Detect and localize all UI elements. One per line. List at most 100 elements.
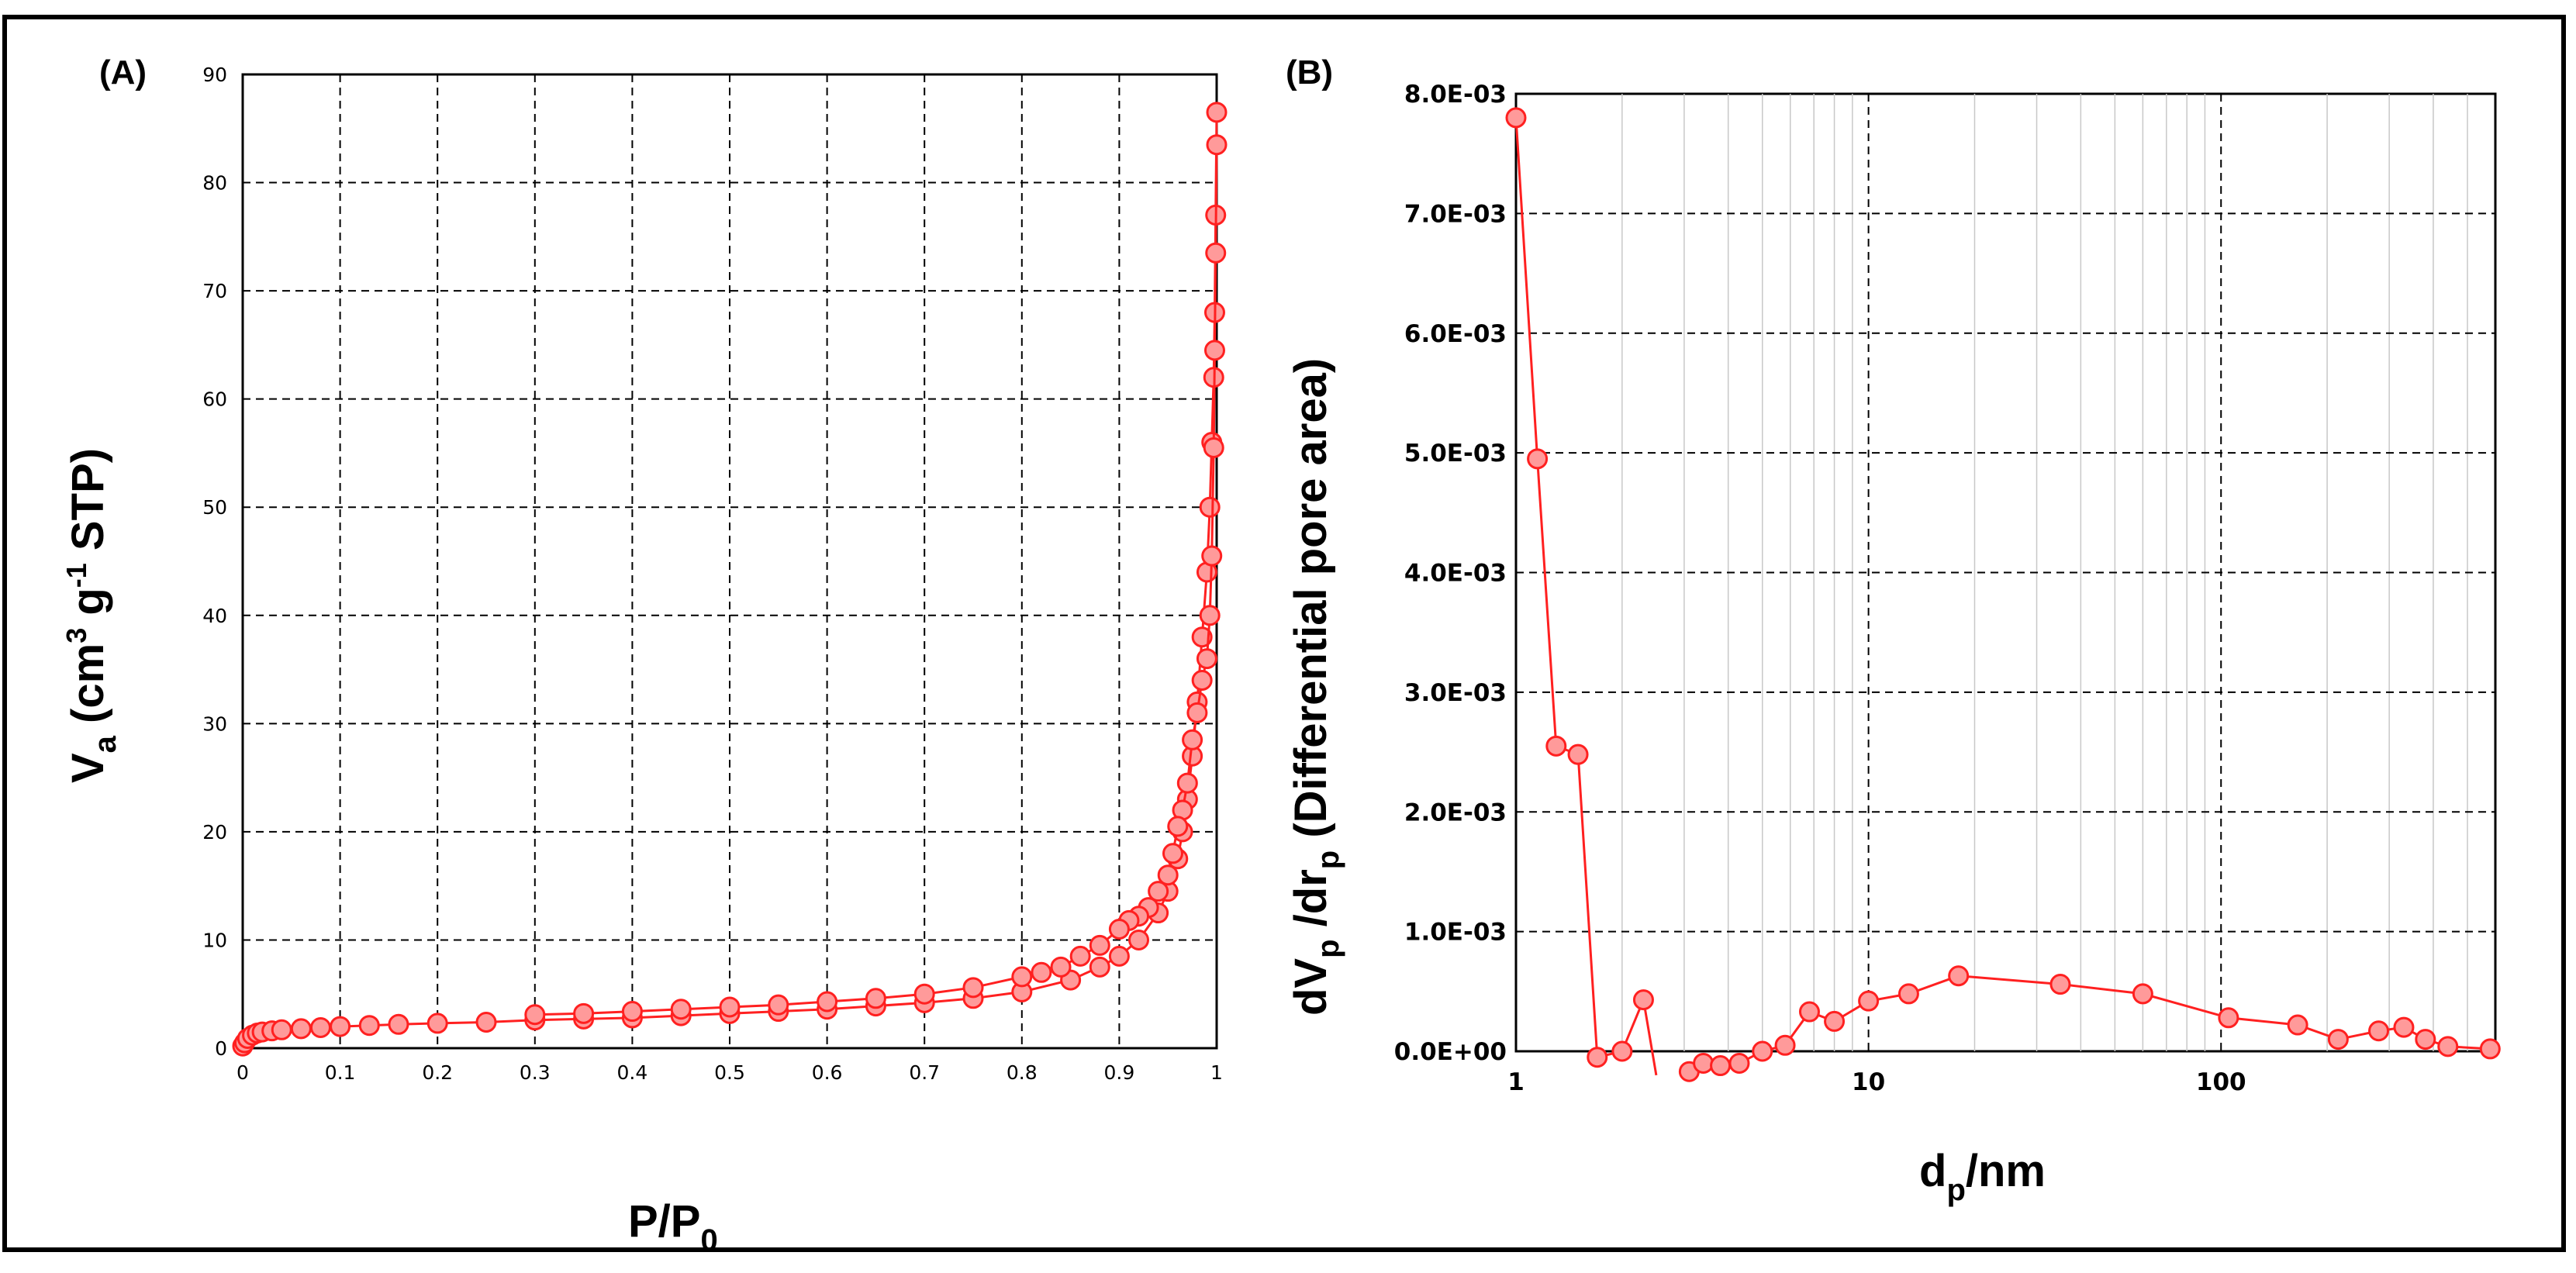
panel-a: 0 0.1 0.2 0.3 0.4 0.5 0.6 0.7 0.8 0.9 101020304050… xyxy=(60,53,1228,1257)
panel-a-y-tick-label: 50 xyxy=(202,496,227,519)
panel-b-x-tick-label: 100 xyxy=(2196,1068,2246,1096)
panel-a-x-tick-label: 0.8 xyxy=(1007,1061,1038,1084)
panel-a-point-desorption xyxy=(719,996,741,1018)
panel-b-point-segment-2 xyxy=(2368,1020,2390,1042)
panel-a-point-adsorption xyxy=(271,1019,292,1040)
panel-b-point-segment-2 xyxy=(2049,974,2071,995)
panel-b-grid xyxy=(1516,94,2495,1051)
panel-b-y-title-c: (Differential pore area) xyxy=(1286,358,1336,850)
panel-a-point-desorption xyxy=(1162,843,1183,864)
panel-a-y-title-v-sub: a xyxy=(88,735,123,753)
panel-b-point-segment-1 xyxy=(1611,1040,1633,1062)
panel-a-point-desorption xyxy=(1201,545,1223,567)
panel-b-point-segment-2 xyxy=(2218,1007,2239,1029)
panel-b-x-title-end: /nm xyxy=(1966,1146,2046,1196)
panel-a-point-desorption xyxy=(1205,242,1227,264)
panel-a-point-desorption xyxy=(768,994,789,1016)
panel-b-point-segment-2 xyxy=(2132,983,2153,1005)
panel-a-point-adsorption xyxy=(475,1012,497,1033)
panel-a-y-title-unit2: g xyxy=(63,588,113,628)
panel-a-x-title-main: P/P xyxy=(628,1196,701,1247)
panel-b-y-tick-label: 0.0E+00 xyxy=(1394,1038,1507,1066)
panel-a-y-tick-label: 0 xyxy=(215,1037,227,1060)
panel-a-y-title-unit1: (cm xyxy=(63,643,113,736)
panel-a-point-desorption xyxy=(1069,945,1091,967)
panel-b-point-segment-2 xyxy=(1858,990,1880,1012)
panel-a-point-adsorption xyxy=(309,1016,331,1038)
panel-a-x-tick-label: 0.5 xyxy=(714,1061,745,1084)
panel-a-point-desorption xyxy=(1196,648,1217,670)
panel-a-point-adsorption xyxy=(426,1013,448,1034)
panel-a-point-adsorption xyxy=(1199,496,1221,518)
panel-a-point-desorption xyxy=(1031,961,1052,983)
panel-a-x-tick-label: 0.7 xyxy=(909,1061,940,1084)
panel-b-point-segment-2 xyxy=(2327,1029,2349,1050)
panel-a-point-desorption xyxy=(1182,729,1203,750)
panel-a-label: (A) xyxy=(99,53,147,91)
panel-b-point-segment-2 xyxy=(2393,1016,2415,1038)
panel-b-point-segment-2 xyxy=(2437,1036,2459,1057)
panel-a-point-adsorption xyxy=(1128,929,1150,950)
panel-b-tick-labels: 1 10 100 0.0E+00 1.0E-03 2.0E-03 3.0E-03 4.0E-0… xyxy=(1394,81,2246,1096)
panel-a-point-desorption xyxy=(962,977,984,999)
panel-b-x-axis-title: dp/nm xyxy=(1919,1146,2046,1207)
panel-a-y-tick-label: 20 xyxy=(202,821,227,843)
panel-a-y-title-v: V xyxy=(63,753,113,783)
panel-b-point-segment-2 xyxy=(2479,1038,2501,1060)
panel-a-x-tick-label: 0 xyxy=(237,1061,249,1084)
panel-b: 1 10 100 0.0E+00 1.0E-03 2.0E-03 3.0E-03 4.0E-0… xyxy=(1286,53,2501,1207)
panel-b-x-tick-label: 1 xyxy=(1507,1068,1525,1096)
panel-a-series xyxy=(232,102,1228,1057)
panel-a-point-desorption xyxy=(1050,956,1072,978)
panel-b-y-tick-label: 8.0E-03 xyxy=(1404,81,1507,109)
panel-a-point-desorption xyxy=(1011,966,1033,988)
panel-b-point-segment-1 xyxy=(1567,743,1589,765)
panel-b-y-axis-title: dVp /drp (Differential pore area) xyxy=(1286,358,1345,1016)
panel-a-point-desorption xyxy=(1157,864,1179,886)
panel-a-y-title-exp1: 3 xyxy=(60,628,92,643)
panel-a-x-title-sub: 0 xyxy=(701,1223,718,1257)
panel-b-point-segment-2 xyxy=(1752,1040,1773,1062)
panel-a-y-tick-label: 80 xyxy=(202,172,227,195)
panel-a-y-tick-label: 10 xyxy=(202,929,227,951)
panel-a-point-desorption xyxy=(1108,918,1130,940)
panel-b-point-segment-2 xyxy=(1824,1010,1846,1032)
panel-b-y-tick-label: 1.0E-03 xyxy=(1404,919,1507,947)
panel-a-point-adsorption xyxy=(1089,956,1110,978)
panel-b-point-segment-2 xyxy=(1693,1052,1714,1074)
panel-a-x-tick-label: 0.6 xyxy=(812,1061,843,1084)
panel-b-point-segment-1 xyxy=(1545,735,1567,757)
panel-b-point-segment-1 xyxy=(1527,448,1549,470)
panel-a-y-axis-title: Va (cm3 g-1 STP) xyxy=(60,448,123,783)
panel-b-x-title-d: d xyxy=(1919,1146,1946,1196)
panel-b-y-title-a-sub: p xyxy=(1311,939,1345,957)
panel-a-y-tick-label: 40 xyxy=(202,605,227,627)
panel-a-point-desorption xyxy=(670,999,692,1020)
panel-b-series xyxy=(1505,107,2501,1082)
panel-b-y-title-a: dV xyxy=(1286,958,1336,1016)
panel-b-y-title-b: /dr xyxy=(1286,869,1336,939)
panel-a-point-desorption xyxy=(1089,934,1110,956)
panel-b-point-segment-2 xyxy=(1710,1055,1732,1077)
panel-b-x-tick-label: 10 xyxy=(1852,1068,1885,1096)
panel-a-point-desorption xyxy=(1191,670,1213,692)
panel-a-point-desorption xyxy=(1206,134,1228,156)
panel-b-point-segment-1 xyxy=(1505,107,1527,129)
panel-a-point-desorption xyxy=(1203,340,1225,361)
panel-a-point-desorption xyxy=(865,988,886,1009)
panel-a-y-tick-label: 90 xyxy=(202,64,227,86)
panel-b-y-tick-label: 7.0E-03 xyxy=(1404,200,1507,228)
panel-a-y-tick-label: 30 xyxy=(202,712,227,735)
panel-a-x-tick-label: 0.2 xyxy=(422,1061,453,1084)
panel-a-x-axis-title: P/P0 xyxy=(628,1196,718,1257)
panel-a-point-desorption xyxy=(621,1001,643,1023)
panel-b-y-tick-label: 3.0E-03 xyxy=(1404,679,1507,707)
panel-a-y-title-unit3: STP) xyxy=(63,448,113,563)
panel-a-x-tick-label: 0.4 xyxy=(617,1061,648,1084)
panel-a-point-adsorption xyxy=(330,1016,351,1037)
panel-a-point-desorption xyxy=(1167,816,1189,837)
panel-a-point-desorption xyxy=(913,983,935,1005)
panel-a-point-adsorption xyxy=(1108,945,1130,967)
panel-b-y-tick-label: 2.0E-03 xyxy=(1404,799,1507,826)
panel-a-point-desorption xyxy=(1176,772,1198,794)
